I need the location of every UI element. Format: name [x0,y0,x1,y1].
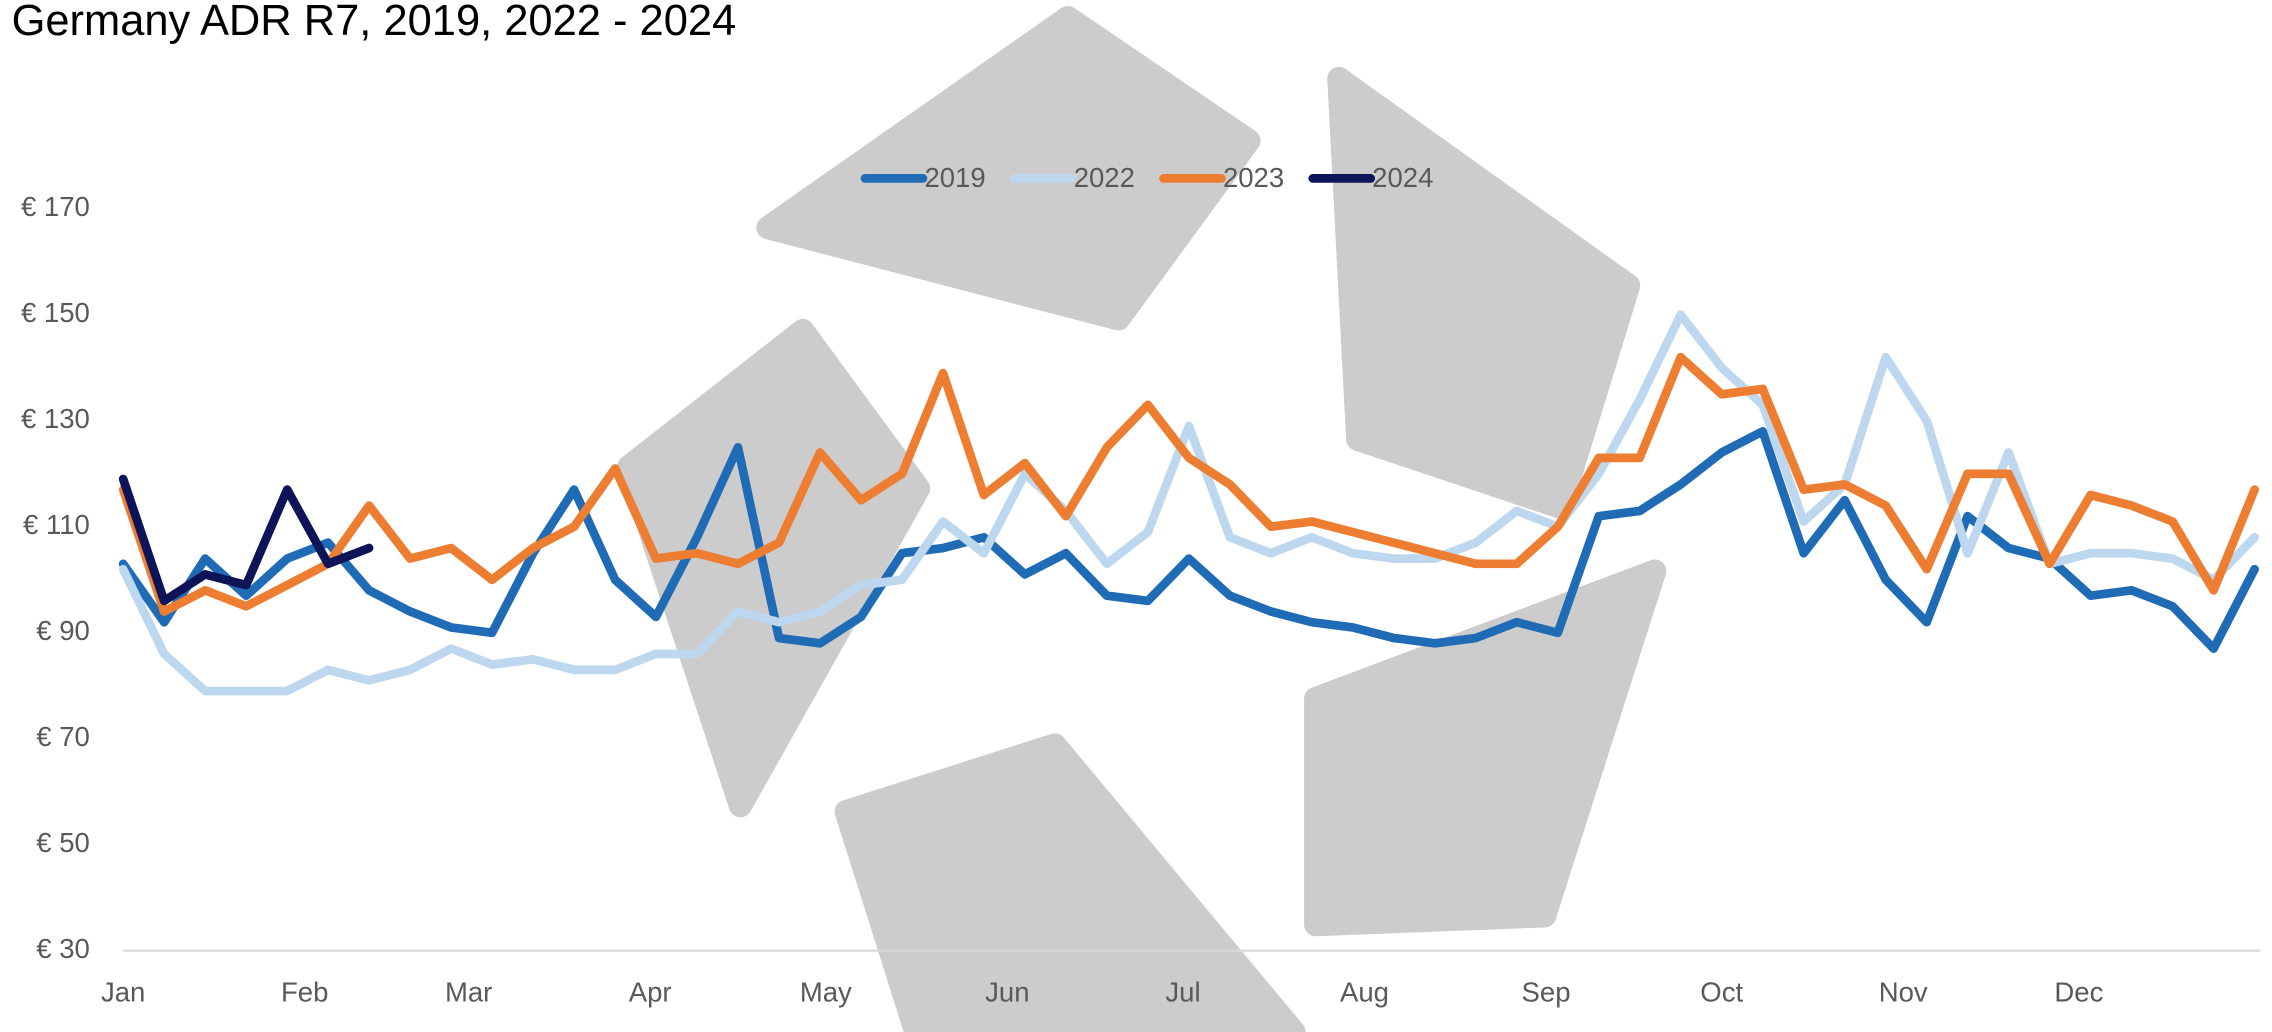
y-tick-label: € 130 [21,403,90,434]
x-tick-label: Nov [1879,976,1928,1007]
y-tick-label: € 70 [36,721,90,752]
x-tick-label: Oct [1700,976,1743,1007]
x-tick-label: May [800,976,852,1007]
watermark-shape [1339,78,1629,507]
chart-title: Germany ADR R7, 2019, 2022 - 2024 [12,0,737,45]
chart: Germany ADR R7, 2019, 2022 - 2024 € 30 € … [0,0,2272,1032]
watermark-shape [768,18,1249,319]
legend-label: 2023 [1223,162,1284,193]
watermark-shape [629,331,919,806]
y-tick-label: € 150 [21,297,90,328]
x-tick-label: Sep [1522,976,1571,1007]
x-tick-label: Aug [1340,976,1389,1007]
legend-label: 2019 [924,162,985,193]
watermark-shape [1316,571,1655,925]
series-line [123,357,2254,611]
page: {"chart_data": {"type": "line", "title":… [0,0,2272,1032]
series-line [123,479,369,601]
x-tick-label: Jun [985,976,1029,1007]
legend-label: 2024 [1372,162,1433,193]
y-tick-label: € 110 [23,509,90,540]
x-tick-label: Mar [445,976,492,1007]
x-tick-label: Dec [2054,976,2103,1007]
y-tick-label: € 170 [21,191,90,222]
legend-label: 2022 [1074,162,1135,193]
y-tick-label: € 30 [36,933,90,964]
series-line [123,315,2254,691]
watermark-shape [846,745,1294,1032]
y-tick-label: € 50 [36,827,90,858]
y-tick-label: € 90 [36,615,90,646]
x-tick-label: Feb [281,976,328,1007]
x-tick-label: Apr [629,976,672,1007]
x-tick-label: Jan [101,976,145,1007]
x-tick-label: Jul [1165,976,1200,1007]
